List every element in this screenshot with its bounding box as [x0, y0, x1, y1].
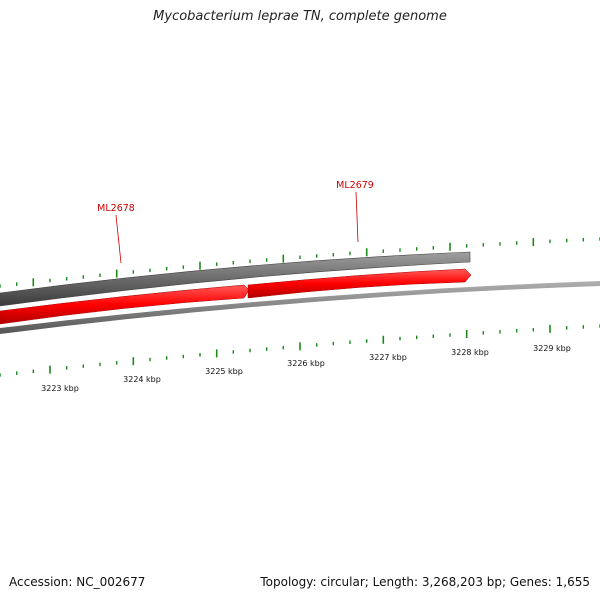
- gene-ml2679-leader: [355, 191, 359, 243]
- genome-summary: Topology: circular; Length: 3,268,203 bp…: [260, 575, 590, 589]
- scale-label-3228: 3228 kbp: [451, 348, 489, 357]
- scale-label-3229: 3229 kbp: [533, 344, 571, 353]
- forward-strand-band: [0, 251, 471, 307]
- reverse-strand-line: [0, 281, 600, 334]
- scale-label-3223: 3223 kbp: [41, 384, 79, 393]
- gene-ml2679-label: ML2679: [336, 180, 374, 191]
- outer-tick-row: [0, 237, 600, 288]
- scale-label-3225: 3225 kbp: [205, 367, 243, 376]
- genome-title: Mycobacterium leprae TN, complete genome: [153, 9, 447, 24]
- scale-label-3227: 3227 kbp: [369, 353, 407, 362]
- accession-label: Accession: NC_002677: [9, 575, 146, 589]
- inner-tick-row: [0, 324, 600, 377]
- gene-ml2678-leader: [115, 214, 122, 264]
- scale-label-3224: 3224 kbp: [123, 375, 161, 384]
- gene-ml2678-arrow: [0, 284, 250, 325]
- scale-labels: 3223 kbp 3224 kbp 3225 kbp 3226 kbp 3227…: [41, 344, 571, 393]
- gene-ml2678-label: ML2678: [97, 203, 135, 214]
- scale-label-3226: 3226 kbp: [287, 359, 325, 368]
- gene-ml2679-arrow: [247, 268, 472, 299]
